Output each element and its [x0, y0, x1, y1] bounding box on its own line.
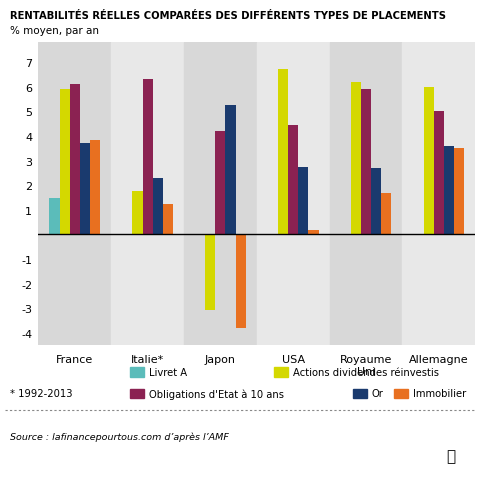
Text: RENTABILITÉS RÉELLES COMPARÉES DES DIFFÉRENTS TYPES DE PLACEMENTS: RENTABILITÉS RÉELLES COMPARÉES DES DIFFÉ…: [10, 11, 445, 21]
Bar: [454, 149, 464, 235]
Text: * 1992-2013: * 1992-2013: [10, 389, 72, 398]
Bar: [111, 43, 184, 346]
Bar: [444, 146, 454, 235]
Bar: [205, 235, 216, 310]
Bar: [143, 80, 153, 235]
Bar: [351, 83, 361, 235]
Text: Or: Or: [372, 389, 384, 398]
Bar: [361, 90, 371, 235]
Bar: [153, 179, 163, 235]
Text: Obligations d'Etat à 10 ans: Obligations d'Etat à 10 ans: [149, 388, 284, 399]
Text: 🌳: 🌳: [446, 448, 456, 463]
Bar: [80, 144, 90, 235]
Bar: [257, 43, 330, 346]
Bar: [38, 43, 111, 346]
Bar: [423, 87, 434, 235]
Text: Source : lafinancepourtous.com d’après l’AMF: Source : lafinancepourtous.com d’après l…: [10, 432, 228, 442]
Bar: [226, 106, 236, 235]
Bar: [298, 168, 309, 235]
Bar: [132, 192, 143, 235]
Bar: [434, 112, 444, 235]
Bar: [288, 126, 298, 235]
Bar: [216, 132, 226, 235]
Bar: [402, 43, 475, 346]
Bar: [309, 230, 319, 235]
Bar: [90, 140, 100, 235]
Bar: [49, 198, 60, 235]
Bar: [184, 43, 257, 346]
Text: Immobilier: Immobilier: [413, 389, 466, 398]
Bar: [236, 235, 246, 328]
Bar: [330, 43, 402, 346]
Text: Livret A: Livret A: [149, 367, 187, 377]
Bar: [163, 204, 173, 235]
Text: % moyen, par an: % moyen, par an: [10, 26, 98, 36]
Bar: [381, 193, 392, 235]
Text: Actions dividendes réinvestis: Actions dividendes réinvestis: [293, 367, 439, 377]
Bar: [60, 90, 70, 235]
Bar: [371, 168, 381, 235]
Bar: [70, 85, 80, 235]
Bar: [278, 70, 288, 235]
